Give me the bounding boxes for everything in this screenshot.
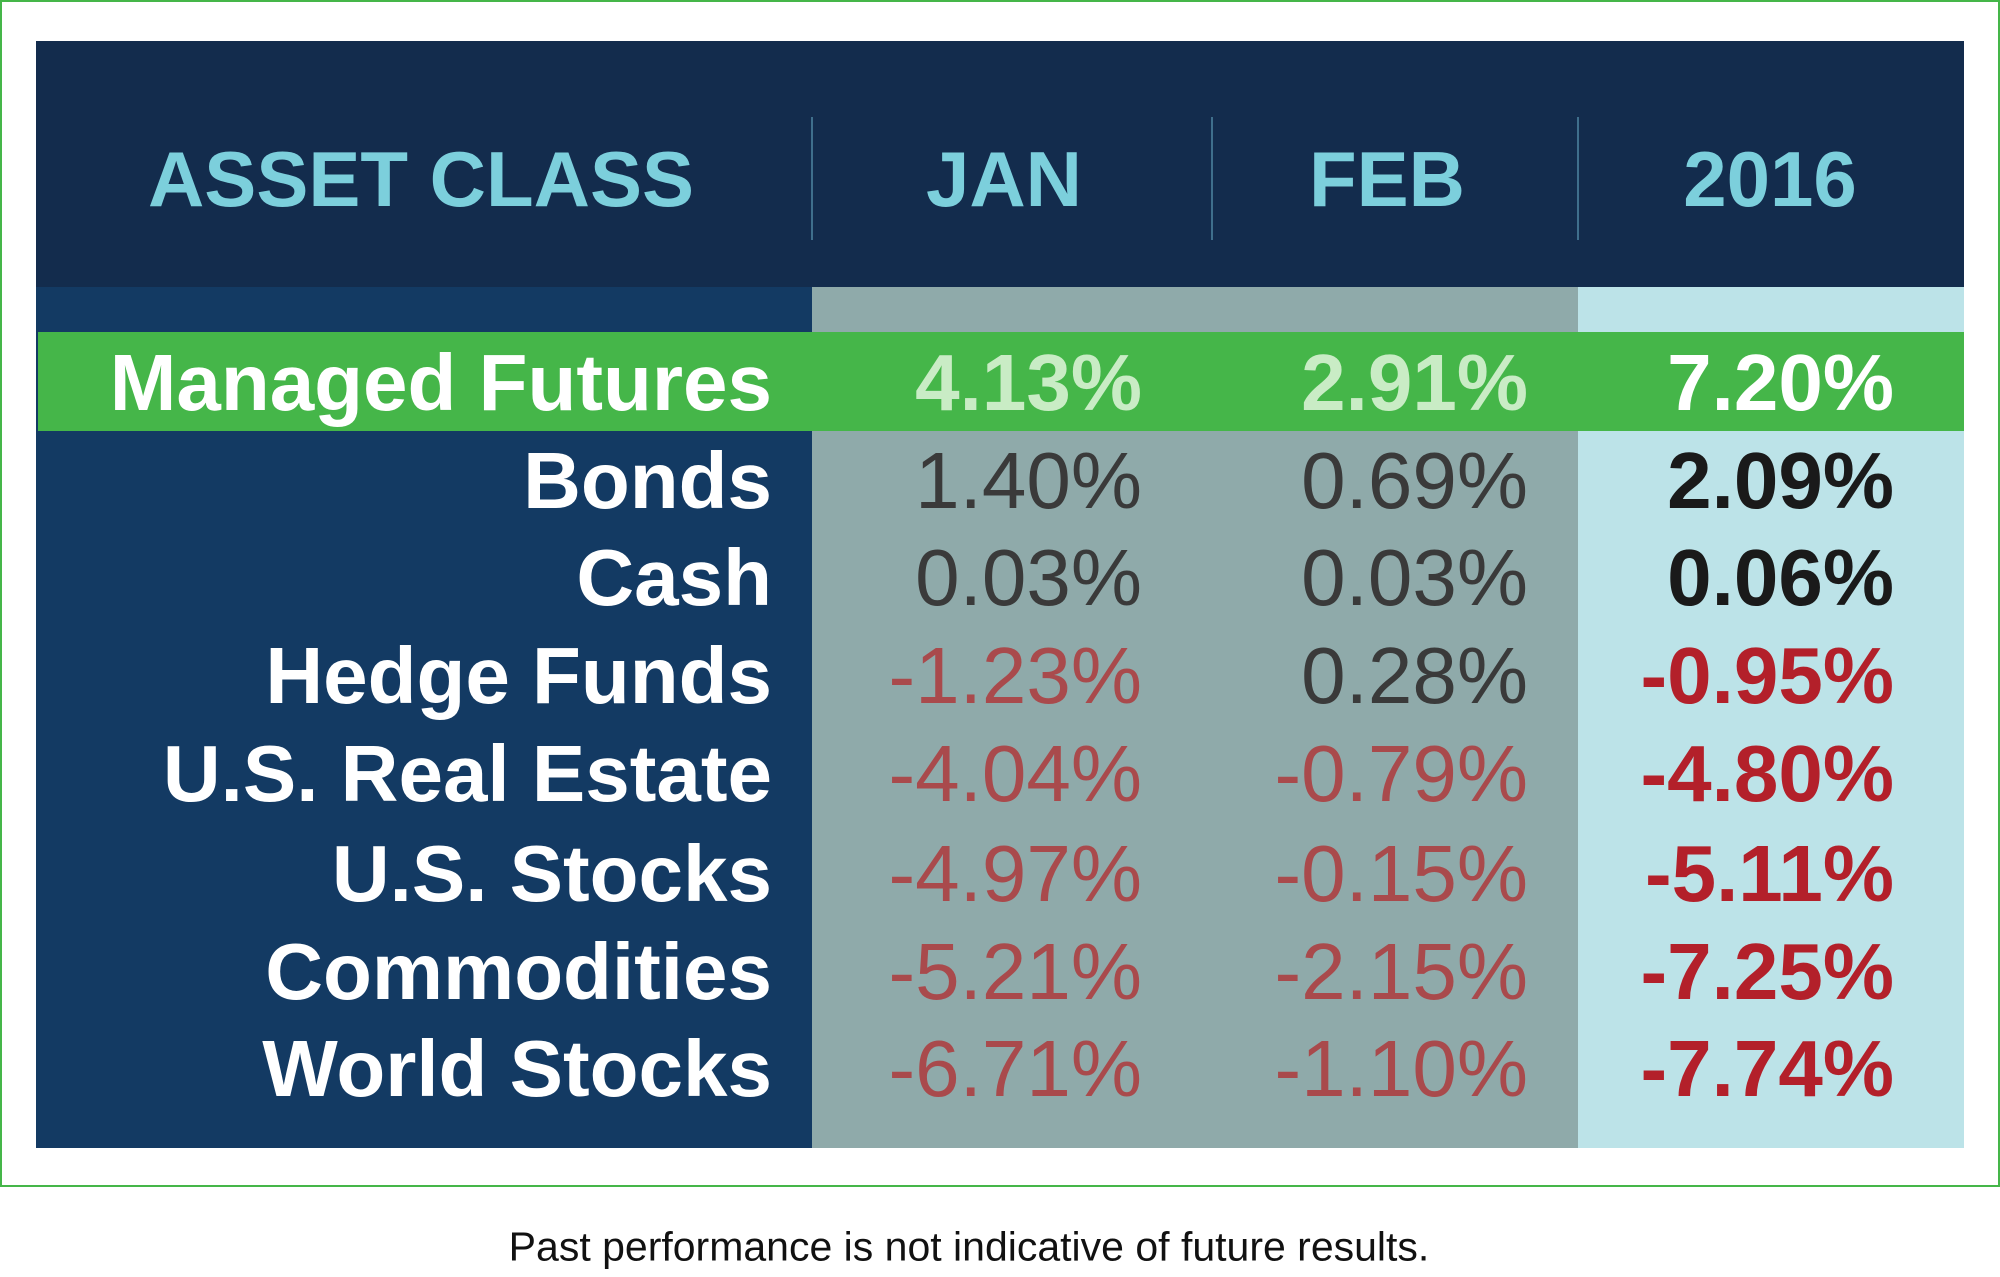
cell-value: -4.80% [1640,729,1894,818]
header-band [36,41,1964,287]
cell-value: -5.11% [1644,829,1894,918]
cell-value: 0.28% [1301,631,1528,720]
column-header: JAN [925,135,1083,223]
divider [811,117,813,240]
column-header: 2016 [1683,135,1857,223]
row-label: World Stocks [262,1024,772,1113]
cell-value: 2.09% [1667,436,1894,525]
column-header: ASSET CLASS [147,135,695,223]
cell-value: 0.03% [915,533,1142,622]
cell-value: 7.20% [1667,338,1894,427]
row-label: Hedge Funds [265,631,772,720]
cell-value: -6.71% [888,1024,1142,1113]
cell-value: -4.97% [888,829,1142,918]
frame [0,0,2000,1187]
cell-value: 1.40% [915,436,1142,525]
highlight-row [38,332,1964,431]
cell-value: -4.04% [888,729,1142,818]
row-label: U.S. Real Estate [162,729,772,818]
cell-value: 0.06% [1667,533,1894,622]
cell-value: -7.25% [1640,927,1894,1016]
cell-value: -0.15% [1274,829,1528,918]
row-label: Managed Futures [109,338,772,427]
cell-value: -1.23% [888,631,1142,720]
cell-value: 0.03% [1301,533,1528,622]
cell-value: -5.21% [888,927,1142,1016]
divider [1577,117,1579,240]
column-header: FEB [1309,135,1465,223]
row-label: Cash [576,533,772,622]
cell-value: -0.79% [1274,729,1528,818]
row-label: U.S. Stocks [331,829,772,918]
row-label: Commodities [265,927,772,1016]
cell-value: -2.15% [1274,927,1528,1016]
footnote: Past performance is not indicative of fu… [508,1223,1430,1270]
row-label: Bonds [523,436,772,525]
cell-value: 2.91% [1301,338,1528,427]
cell-value: -1.10% [1274,1024,1528,1113]
cell-value: 4.13% [915,338,1142,427]
cell-value: 0.69% [1301,436,1528,525]
cell-value: -7.74% [1640,1024,1894,1113]
cell-value: -0.95% [1640,631,1894,720]
divider [1211,117,1213,240]
